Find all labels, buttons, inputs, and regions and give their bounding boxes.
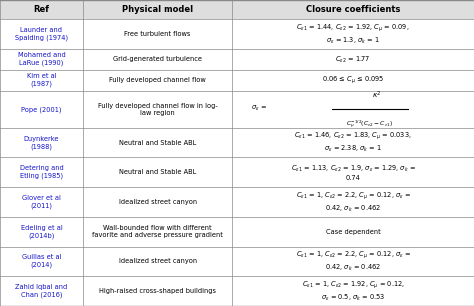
Text: Duynkerke
(1988): Duynkerke (1988) — [24, 136, 59, 150]
Text: Zahid Iqbal and
Chan (2016): Zahid Iqbal and Chan (2016) — [15, 284, 68, 298]
Text: Physical model: Physical model — [122, 5, 193, 14]
Text: Guillas et al
(2014): Guillas et al (2014) — [22, 254, 61, 268]
Text: Wall-bounded flow with different
favorite and adverse pressure gradient: Wall-bounded flow with different favorit… — [92, 225, 223, 238]
Text: Detering and
Etling (1985): Detering and Etling (1985) — [19, 165, 64, 179]
Text: $C_{\varepsilon1}$ = 1, $C_{\varepsilon2}$ = 1.92, $C_{\mu}$ = 0.12,
$\sigma_{\v: $C_{\varepsilon1}$ = 1, $C_{\varepsilon2… — [301, 279, 405, 303]
Text: Mohamed and
LaRue (1990): Mohamed and LaRue (1990) — [18, 52, 65, 66]
Text: Pope (2001): Pope (2001) — [21, 106, 62, 113]
Text: $C_{\varepsilon1}$ = 1.46, $C_{\varepsilon2}$ = 1.83, $C_{\mu}$ = 0.033,
$\sigma: $C_{\varepsilon1}$ = 1.46, $C_{\varepsil… — [294, 131, 412, 155]
Text: Neutral and Stable ABL: Neutral and Stable ABL — [119, 140, 196, 146]
Text: Free turbulent flows: Free turbulent flows — [124, 31, 191, 37]
Text: Neutral and Stable ABL: Neutral and Stable ABL — [119, 169, 196, 175]
Text: $C_{\varepsilon1}$ = 1.44, $C_{\varepsilon2}$ = 1.92, $C_{\mu}$ = 0.09,
$\sigma_: $C_{\varepsilon1}$ = 1.44, $C_{\varepsil… — [296, 22, 410, 46]
Text: Kim et al
(1987): Kim et al (1987) — [27, 73, 56, 88]
Text: $\sigma_{\varepsilon}$ =: $\sigma_{\varepsilon}$ = — [251, 104, 267, 113]
Text: $C_{\varepsilon2}$ = 1.77: $C_{\varepsilon2}$ = 1.77 — [335, 54, 371, 65]
Text: $C_{\varepsilon1}$ = 1, $C_{\varepsilon2}$ = 2.2, $C_{\mu}$ = 0.12, $\sigma_{\va: $C_{\varepsilon1}$ = 1, $C_{\varepsilon2… — [295, 249, 411, 273]
Text: 0.06 ≤ $C_{\mu}$ ≤ 0.095: 0.06 ≤ $C_{\mu}$ ≤ 0.095 — [322, 75, 384, 86]
Text: Ref: Ref — [34, 5, 49, 14]
Text: High-raised cross-shaped buildings: High-raised cross-shaped buildings — [99, 288, 216, 294]
Text: Fully developed channel flow: Fully developed channel flow — [109, 77, 206, 84]
Text: Glover et al
(2011): Glover et al (2011) — [22, 195, 61, 209]
Text: Closure coefficients: Closure coefficients — [306, 5, 401, 14]
Text: Edeling et al
(2014b): Edeling et al (2014b) — [20, 225, 63, 239]
Text: $C_{\varepsilon1}$ = 1.13, $C_{\varepsilon2}$ = 1.9, $\sigma_{\varepsilon}$ = 1.: $C_{\varepsilon1}$ = 1.13, $C_{\varepsil… — [291, 163, 416, 181]
Text: $C_{\varepsilon1}$ = 1, $C_{\varepsilon2}$ = 2.2, $C_{\mu}$ = 0.12, $\sigma_{\va: $C_{\varepsilon1}$ = 1, $C_{\varepsilon2… — [295, 190, 411, 214]
Text: Idealized street canyon: Idealized street canyon — [118, 199, 197, 205]
Text: $C_{\mu}^{-1/2}(C_{\varepsilon2} - C_{\varepsilon1})$: $C_{\mu}^{-1/2}(C_{\varepsilon2} - C_{\v… — [346, 118, 393, 131]
Text: $\kappa^{2}$: $\kappa^{2}$ — [372, 89, 382, 101]
Text: Grid-generated turbulence: Grid-generated turbulence — [113, 56, 202, 62]
Bar — [0, 0, 83, 19]
Text: Case dependent: Case dependent — [326, 229, 381, 235]
Bar — [83, 0, 232, 19]
Text: Launder and
Spalding (1974): Launder and Spalding (1974) — [15, 27, 68, 41]
Text: Idealized street canyon: Idealized street canyon — [118, 258, 197, 264]
Bar — [232, 0, 474, 19]
Text: Fully developed channel flow in log-
law region: Fully developed channel flow in log- law… — [98, 103, 218, 116]
